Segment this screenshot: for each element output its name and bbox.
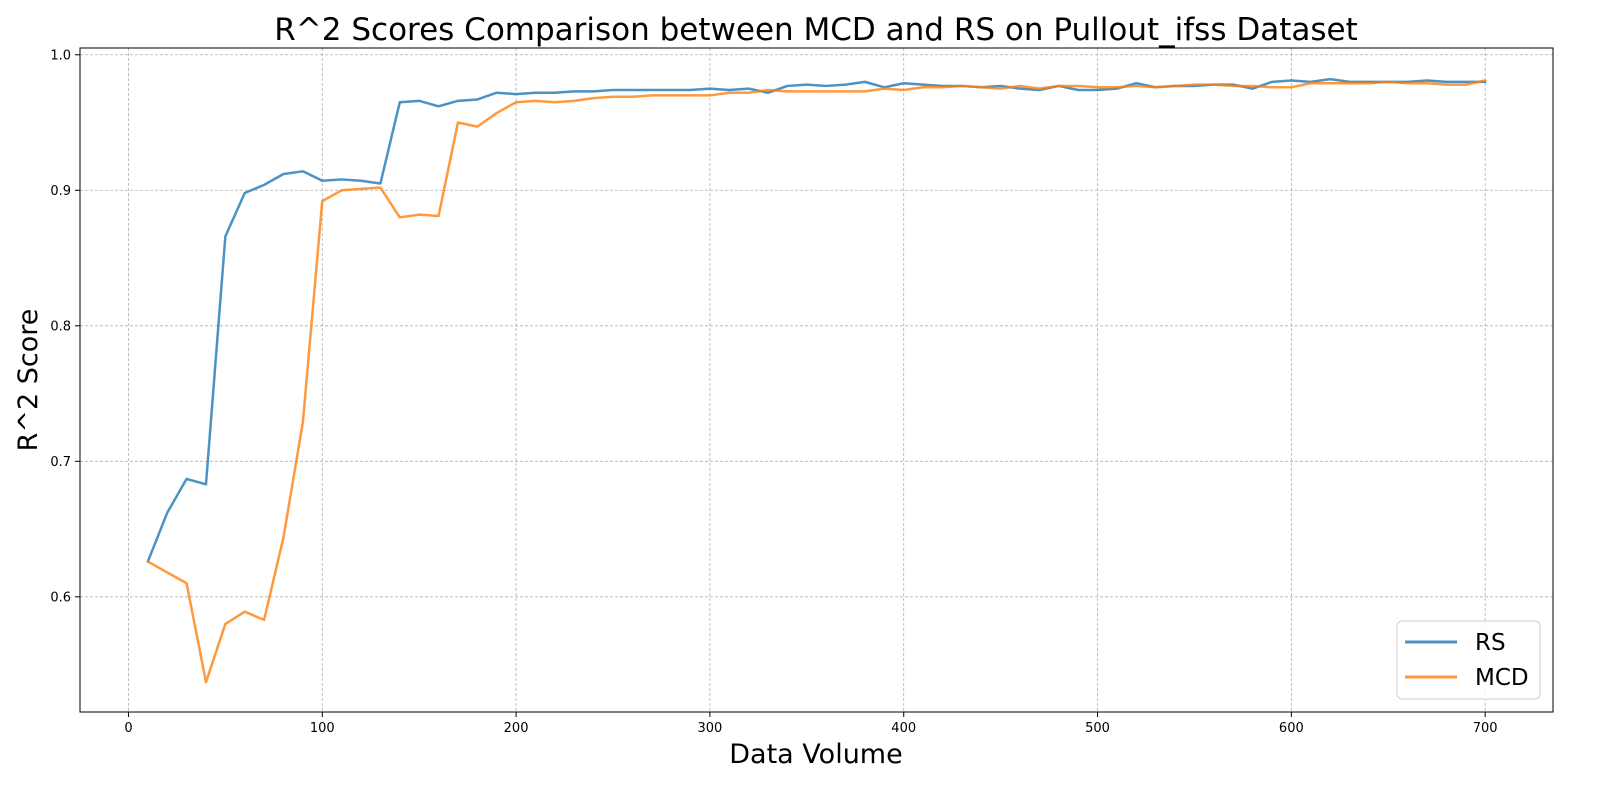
x-tick-label: 100 <box>310 721 335 736</box>
x-axis-ticks: 0 100 200 300 400 500 600 700 <box>124 712 1498 736</box>
y-tick-label: 0.8 <box>50 319 71 334</box>
x-tick-label: 600 <box>1279 721 1304 736</box>
legend-label-mcd: MCD <box>1475 665 1529 691</box>
x-tick-label: 700 <box>1473 721 1498 736</box>
y-axis-label: R^2 Score <box>13 309 44 452</box>
series-line-rs <box>146 77 1487 563</box>
x-tick-label: 400 <box>891 721 916 736</box>
plot-frame <box>79 47 1554 713</box>
x-axis-label: Data Volume <box>729 739 902 770</box>
legend: RS MCD <box>1396 620 1541 700</box>
y-tick-label: 1.0 <box>50 48 71 63</box>
x-tick-label: 500 <box>1085 721 1110 736</box>
grid-lines <box>80 48 1553 712</box>
y-axis-ticks: 0.6 0.7 0.8 0.9 1.0 <box>50 48 80 605</box>
y-tick-label: 0.7 <box>50 455 71 470</box>
x-tick-label: 300 <box>697 721 722 736</box>
series-lines <box>146 77 1487 684</box>
chart-title: R^2 Scores Comparison between MCD and RS… <box>274 12 1358 48</box>
y-tick-label: 0.9 <box>50 184 71 199</box>
x-tick-label: 0 <box>124 721 132 736</box>
legend-label-rs: RS <box>1475 630 1506 656</box>
series-line-mcd <box>146 79 1487 684</box>
y-tick-label: 0.6 <box>50 590 71 605</box>
x-tick-label: 200 <box>504 721 529 736</box>
